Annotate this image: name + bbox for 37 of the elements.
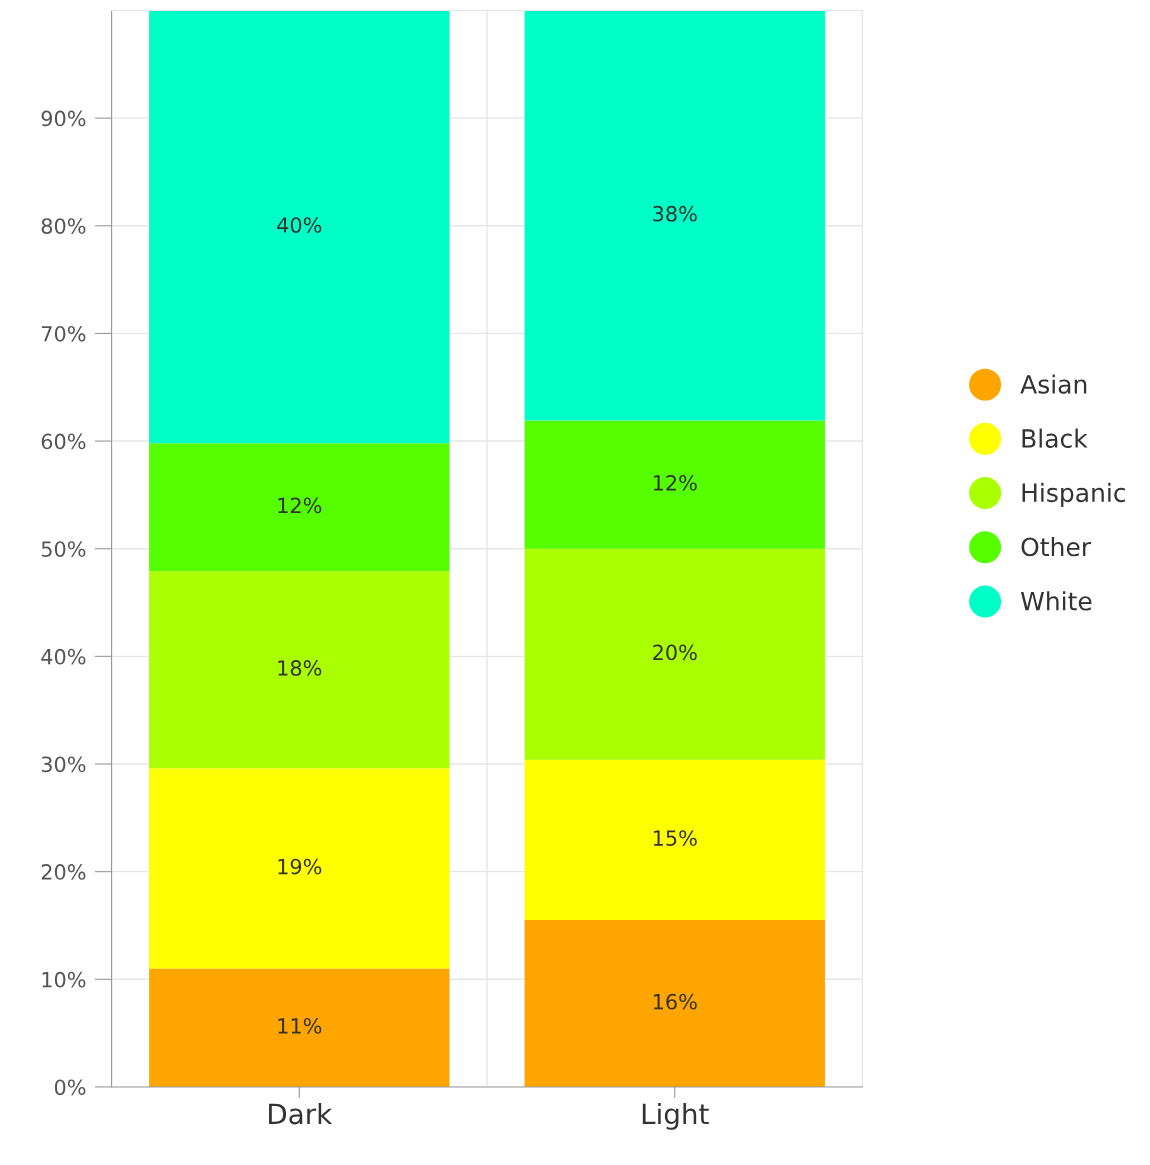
data-label: 18%	[278, 660, 322, 676]
bar	[149, 968, 450, 1087]
y-tick-label: 70%	[41, 325, 86, 342]
legend-label: Other	[1021, 536, 1092, 557]
data-label: 19%	[278, 858, 322, 875]
bar	[149, 443, 450, 572]
bar	[524, 920, 825, 1087]
x-tick-label: Light	[642, 1102, 709, 1130]
y-tick-label: 60%	[41, 433, 86, 450]
bar	[524, 420, 825, 549]
y-tick-label: 10%	[42, 971, 86, 988]
legend-label: Asian	[1020, 374, 1087, 394]
data-label: 15%	[653, 830, 697, 846]
bar	[149, 768, 450, 969]
bar	[524, 548, 825, 760]
legend-label: Black	[1022, 428, 1088, 448]
bar	[524, 759, 825, 921]
y-tick-label: 20%	[41, 864, 86, 880]
data-label: 20%	[653, 644, 697, 661]
data-label: 38%	[653, 205, 697, 222]
legend-label: Hispanic	[1022, 482, 1126, 507]
y-tick-label: 0%	[54, 1079, 86, 1096]
data-label: 40%	[277, 217, 322, 233]
data-label: 12%	[653, 474, 697, 491]
data-label: 16%	[653, 993, 697, 1010]
bar	[149, 10, 450, 444]
bar	[149, 571, 450, 769]
data-label: 12%	[278, 497, 322, 514]
y-tick-label: 90%	[41, 110, 86, 127]
data-label: 11%	[278, 1018, 322, 1034]
y-tick-label: 80%	[41, 218, 86, 234]
y-tick-label: 50%	[41, 541, 86, 557]
legend-label: White	[1020, 591, 1092, 611]
y-tick-label: 40%	[41, 648, 86, 665]
x-tick-label: Dark	[269, 1102, 333, 1125]
y-tick-label: 30%	[41, 756, 86, 773]
bar	[524, 10, 825, 421]
